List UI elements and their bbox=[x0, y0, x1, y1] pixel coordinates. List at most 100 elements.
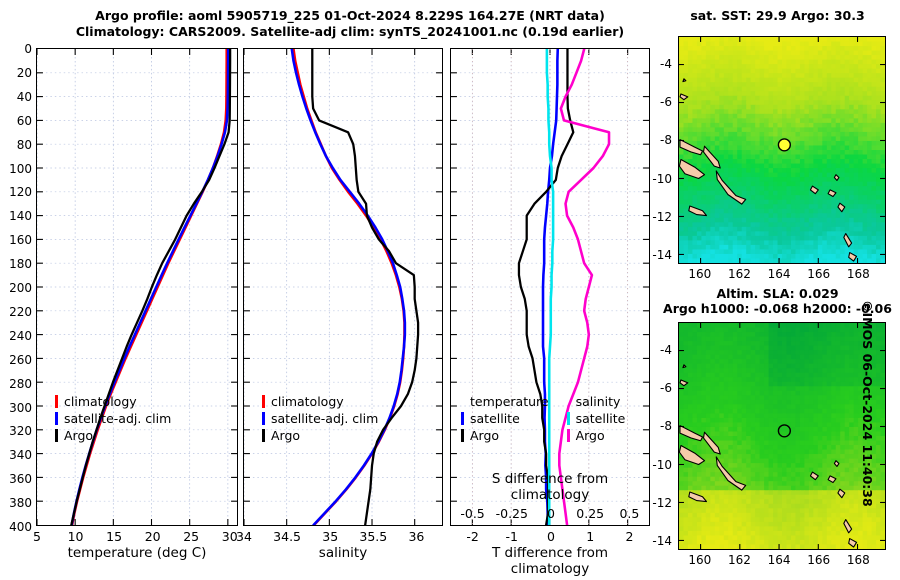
axis-tick-label: -2 bbox=[466, 529, 479, 544]
axis-tick-label: -0.5 bbox=[460, 506, 485, 521]
map-lon-tick-label: 164 bbox=[767, 553, 791, 567]
legend-color-swatch bbox=[262, 412, 265, 425]
legend-color-swatch bbox=[566, 412, 570, 425]
map-lat-tick-label: -4 bbox=[660, 342, 672, 357]
depth-tick-label: 240 bbox=[9, 328, 32, 343]
difference-plot-area bbox=[451, 49, 649, 525]
axis-tick-label: 34 bbox=[236, 529, 252, 544]
axis-tick-label: 0 bbox=[547, 529, 555, 544]
map-lon-tick-label: 162 bbox=[727, 267, 751, 281]
legend-column-header: temperature bbox=[470, 394, 549, 409]
legend-color-swatch bbox=[55, 395, 58, 408]
legend-item-label: Argo bbox=[271, 428, 301, 443]
temperature-axis-label: temperature (deg C) bbox=[67, 545, 207, 561]
legend-item: satellite-adj. clim bbox=[55, 410, 171, 427]
legend-item-label: satellite-adj. clim bbox=[271, 411, 379, 426]
sst-map[interactable] bbox=[678, 36, 886, 264]
axis-tick-label: -1 bbox=[505, 529, 519, 544]
axis-tick-label: 35 bbox=[322, 529, 339, 544]
map-lat-tick-label: -8 bbox=[660, 133, 672, 148]
axis-tick-label: 0.5 bbox=[619, 506, 640, 521]
depth-tick-label: 220 bbox=[9, 304, 32, 319]
legend-item-label: satellite bbox=[575, 411, 626, 426]
depth-tick-label: 160 bbox=[9, 233, 32, 248]
legend-item-label: climatology bbox=[64, 394, 137, 409]
difference-legend-columns: temperature satellite Argo salinity satellit… bbox=[461, 393, 625, 444]
depth-tick-label: 360 bbox=[9, 472, 32, 487]
depth-tick-label: 300 bbox=[9, 400, 32, 415]
legend-item: Argo bbox=[461, 427, 549, 444]
depth-tick-label: 180 bbox=[9, 257, 32, 272]
depth-tick-label: 0 bbox=[24, 42, 32, 56]
depth-tick-label: 260 bbox=[9, 352, 32, 367]
axis-tick-label: 34.5 bbox=[273, 529, 302, 544]
legend-item: satellite bbox=[566, 410, 626, 427]
map-lat-tick-label: -10 bbox=[652, 457, 672, 472]
legend-item-label: satellite bbox=[470, 411, 520, 426]
axis-tick-label: 15 bbox=[106, 529, 123, 544]
salinity-legend: climatology satellite-adj. clim Argo bbox=[262, 393, 378, 444]
legend-color-swatch bbox=[461, 429, 464, 442]
sla-map-title-line-2: Argo h1000: -0.068 h2000: -0.06 bbox=[663, 301, 892, 316]
legend-item: Argo bbox=[566, 427, 626, 444]
title-line-2: Climatology: CARS2009. Satellite-adj cli… bbox=[75, 24, 625, 39]
axis-tick-label: 2 bbox=[625, 529, 634, 544]
axis-tick-label: 30 bbox=[221, 529, 238, 544]
legend-item: Argo bbox=[262, 427, 378, 444]
temperature-plot-area bbox=[37, 49, 237, 525]
legend-item: satellite bbox=[461, 410, 549, 427]
depth-tick-label: 80 bbox=[16, 137, 32, 152]
depth-tick-label: 280 bbox=[9, 376, 32, 391]
depth-tick-label: 20 bbox=[16, 65, 32, 80]
copyright-credit: ©IMOS 06-Oct-2024 11:40:38 bbox=[860, 300, 875, 507]
sla-map[interactable] bbox=[678, 322, 886, 550]
legend-item: climatology bbox=[55, 393, 171, 410]
plot-title: Argo profile: aoml 5905719_225 01-Oct-20… bbox=[30, 8, 670, 40]
depth-tick-label: 120 bbox=[9, 185, 32, 200]
depth-tick-label: 60 bbox=[16, 113, 32, 128]
sla-map-canvas bbox=[679, 323, 885, 549]
legend-color-swatch bbox=[461, 412, 464, 425]
legend-item: Argo bbox=[55, 427, 171, 444]
sla-map-title: Altim. SLA: 0.029 Argo h1000: -0.068 h20… bbox=[655, 286, 900, 316]
t-difference-axis-label: T difference from climatology bbox=[491, 545, 608, 577]
salinity-profile-panel[interactable]: 34 34.5 35 35.5 36 salinity climatology satel… bbox=[236, 48, 443, 561]
map-lon-tick-label: 164 bbox=[767, 267, 791, 281]
difference-profile-panel[interactable]: -2 -1 0 1 2 -0.5 -0.25 0 0.25 0.5 T difference f… bbox=[450, 48, 650, 577]
map-lat-tick-label: -14 bbox=[652, 248, 672, 263]
axis-tick-label: 20 bbox=[144, 529, 161, 544]
legend-item: satellite-adj. clim bbox=[262, 410, 378, 427]
legend-color-swatch bbox=[55, 429, 58, 442]
legend-color-swatch bbox=[566, 429, 570, 442]
difference-legend: temperature satellite Argo salinity satellit… bbox=[461, 393, 625, 444]
map-lon-tick-label: 162 bbox=[727, 553, 751, 567]
map-lon-tick-label: 160 bbox=[688, 553, 712, 567]
legend-item-label: Argo bbox=[470, 428, 500, 443]
temperature-profile-panel[interactable]: 0 20 40 60 80 100 120 140 160 180 200 220 240 260 280 3… bbox=[9, 43, 238, 561]
map-lat-tick-label: -12 bbox=[652, 210, 672, 225]
sla-map-title-line-1: Altim. SLA: 0.029 bbox=[716, 286, 839, 301]
salinity-axis-label: salinity bbox=[318, 545, 368, 561]
axis-tick-label: 5 bbox=[33, 529, 41, 544]
map-lon-tick-label: 160 bbox=[688, 267, 712, 281]
depth-tick-label: 200 bbox=[9, 281, 32, 295]
legend-item-label: Argo bbox=[575, 428, 605, 443]
map-lat-tick-label: -8 bbox=[660, 419, 672, 434]
legend-column: temperature satellite Argo bbox=[461, 393, 549, 444]
axis-tick-label: 0 bbox=[547, 506, 555, 521]
legend-column: salinity satellite Argo bbox=[566, 393, 626, 444]
s-difference-axis-label: S difference from climatology bbox=[491, 471, 609, 503]
salinity-plot-area bbox=[244, 49, 442, 525]
map-lon-tick-label: 166 bbox=[807, 553, 831, 567]
sst-map-canvas bbox=[679, 37, 885, 263]
depth-tick-label: 40 bbox=[16, 89, 32, 104]
depth-tick-label: 140 bbox=[9, 209, 32, 224]
axis-tick-label: 25 bbox=[183, 529, 200, 544]
map-lat-tick-label: -6 bbox=[660, 381, 672, 396]
legend-color-swatch bbox=[262, 395, 265, 408]
depth-tick-label: 340 bbox=[9, 448, 32, 463]
sst-map-title: sat. SST: 29.9 Argo: 30.3 bbox=[690, 8, 865, 23]
legend-column-header: salinity bbox=[575, 394, 621, 409]
legend-item-label: Argo bbox=[64, 428, 94, 443]
map-lat-tick-label: -10 bbox=[652, 171, 672, 186]
